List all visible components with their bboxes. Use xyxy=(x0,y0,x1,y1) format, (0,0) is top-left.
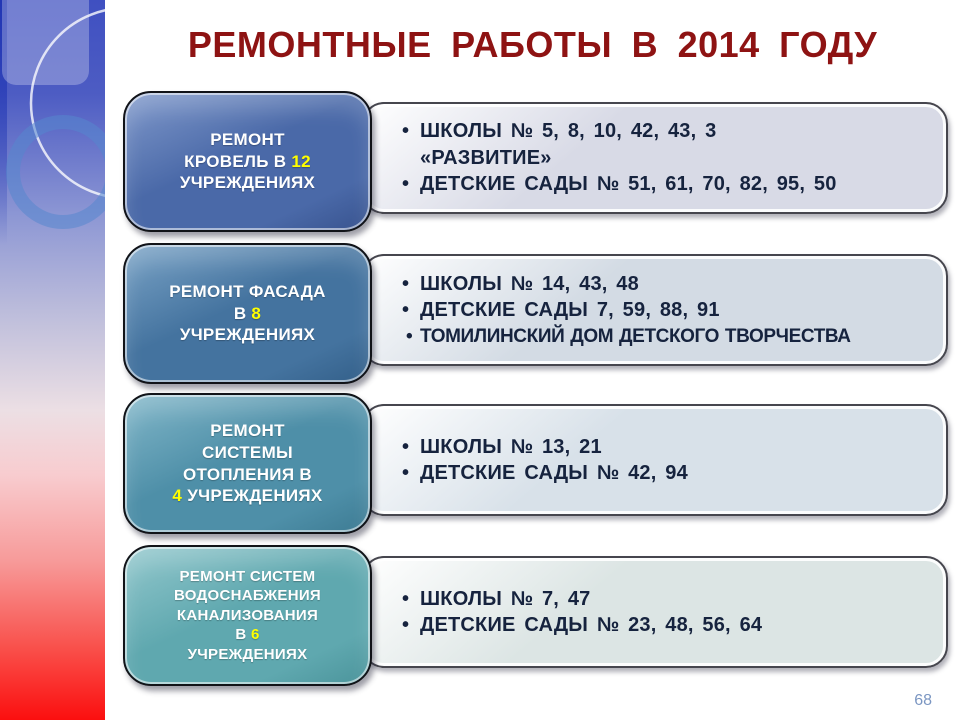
bullet-item: ШКОЛЫ № 13, 21 xyxy=(400,434,688,461)
bullet-item: ДЕТСКИЕ САДЫ № 23, 48, 56, 64 xyxy=(400,612,762,639)
slide-title: РЕМОНТНЫЕ РАБОТЫ В 2014 ГОДУ xyxy=(187,24,878,65)
details-panel-roofs: ШКОЛЫ № 5, 8, 10, 42, 43, 3 «РАЗВИТИЕ» Д… xyxy=(362,102,948,214)
bullet-list: ШКОЛЫ № 7, 47 ДЕТСКИЕ САДЫ № 23, 48, 56,… xyxy=(364,586,780,639)
pill-label: РЕМОНТ СИСТЕМ ВОДОСНАБЖЕНИЯ КАНАЛИЗОВАНИ… xyxy=(166,567,329,665)
pill-label: РЕМОНТ КРОВЕЛЬ В 12 УЧРЕЖДЕНИЯХ xyxy=(172,129,323,194)
pill-label-text: УЧРЕЖДЕНИЯХ xyxy=(179,325,316,345)
pill-label-text: РЕМОНТ ФАСАДА В xyxy=(169,281,326,323)
pill-label-number: 4 xyxy=(172,486,183,506)
decorative-thin-ring-icon xyxy=(29,9,105,197)
category-pill-facade: РЕМОНТ ФАСАДА В 8 УЧРЕЖДЕНИЯХ xyxy=(123,243,372,384)
bullet-list: ШКОЛЫ № 13, 21 ДЕТСКИЕ САДЫ № 42, 94 xyxy=(364,434,706,487)
bullet-item: ТОМИЛИНСКИЙ ДОМ ДЕТСКОГО ТВОРЧЕСТВА xyxy=(400,324,851,349)
bullet-item: ДЕТСКИЕ САДЫ № 42, 94 xyxy=(400,460,688,487)
repair-block-water: ШКОЛЫ № 7, 47 ДЕТСКИЕ САДЫ № 23, 48, 56,… xyxy=(0,545,960,686)
bullet-item: ДЕТСКИЕ САДЫ № 51, 61, 70, 82, 95, 50 xyxy=(400,171,837,198)
pill-label: РЕМОНТ ФАСАДА В 8 УЧРЕЖДЕНИЯХ xyxy=(161,281,333,346)
pill-label-text: РЕМОНТ КРОВЕЛЬ В xyxy=(184,129,287,171)
pill-label-text: РЕМОНТ СИСТЕМ ВОДОСНАБЖЕНИЯ КАНАЛИЗОВАНИ… xyxy=(173,567,322,644)
category-pill-roofs: РЕМОНТ КРОВЕЛЬ В 12 УЧРЕЖДЕНИЯХ xyxy=(123,91,372,232)
details-panel-facade: ШКОЛЫ № 14, 43, 48 ДЕТСКИЕ САДЫ 7, 59, 8… xyxy=(362,254,948,366)
pill-label-text: УЧРЕЖДЕНИЯХ xyxy=(182,486,323,506)
page-number: 68 xyxy=(914,692,932,709)
pill-label-number: 6 xyxy=(250,626,260,644)
pill-label-text: УЧРЕЖДЕНИЯХ xyxy=(179,173,316,193)
pill-label-number: 12 xyxy=(291,151,311,171)
category-pill-water: РЕМОНТ СИСТЕМ ВОДОСНАБЖЕНИЯ КАНАЛИЗОВАНИ… xyxy=(123,545,372,686)
bullet-list: ШКОЛЫ № 5, 8, 10, 42, 43, 3 «РАЗВИТИЕ» Д… xyxy=(364,118,855,198)
bullet-item: ШКОЛЫ № 14, 43, 48 xyxy=(400,271,851,298)
pill-label: РЕМОНТ СИСТЕМЫ ОТОПЛЕНИЯ В 4 УЧРЕЖДЕНИЯХ xyxy=(164,420,330,507)
category-pill-heating: РЕМОНТ СИСТЕМЫ ОТОПЛЕНИЯ В 4 УЧРЕЖДЕНИЯХ xyxy=(123,393,372,534)
bullet-item: ШКОЛЫ № 7, 47 xyxy=(400,586,762,613)
pill-label-text: УЧРЕЖДЕНИЯХ xyxy=(187,645,308,663)
details-panel-heating: ШКОЛЫ № 13, 21 ДЕТСКИЕ САДЫ № 42, 94 xyxy=(362,404,948,516)
decorative-sidebar xyxy=(0,0,105,720)
bullet-item: ШКОЛЫ № 5, 8, 10, 42, 43, 3 «РАЗВИТИЕ» xyxy=(400,118,837,171)
bullet-list: ШКОЛЫ № 14, 43, 48 ДЕТСКИЕ САДЫ 7, 59, 8… xyxy=(364,271,869,349)
repair-block-roofs: ШКОЛЫ № 5, 8, 10, 42, 43, 3 «РАЗВИТИЕ» Д… xyxy=(0,91,960,232)
details-panel-water: ШКОЛЫ № 7, 47 ДЕТСКИЕ САДЫ № 23, 48, 56,… xyxy=(362,556,948,668)
sidebar-edge-line xyxy=(0,0,7,245)
pill-label-number: 8 xyxy=(251,303,262,323)
pill-label-text: РЕМОНТ СИСТЕМЫ ОТОПЛЕНИЯ В xyxy=(183,421,312,484)
bullet-item: ДЕТСКИЕ САДЫ 7, 59, 88, 91 xyxy=(400,297,851,324)
decorative-rounded-square-icon xyxy=(2,0,89,85)
repair-block-facade: ШКОЛЫ № 14, 43, 48 ДЕТСКИЕ САДЫ 7, 59, 8… xyxy=(0,243,960,384)
decorative-thick-ring-icon xyxy=(6,115,105,229)
repair-block-heating: ШКОЛЫ № 13, 21 ДЕТСКИЕ САДЫ № 42, 94 РЕМ… xyxy=(0,393,960,534)
